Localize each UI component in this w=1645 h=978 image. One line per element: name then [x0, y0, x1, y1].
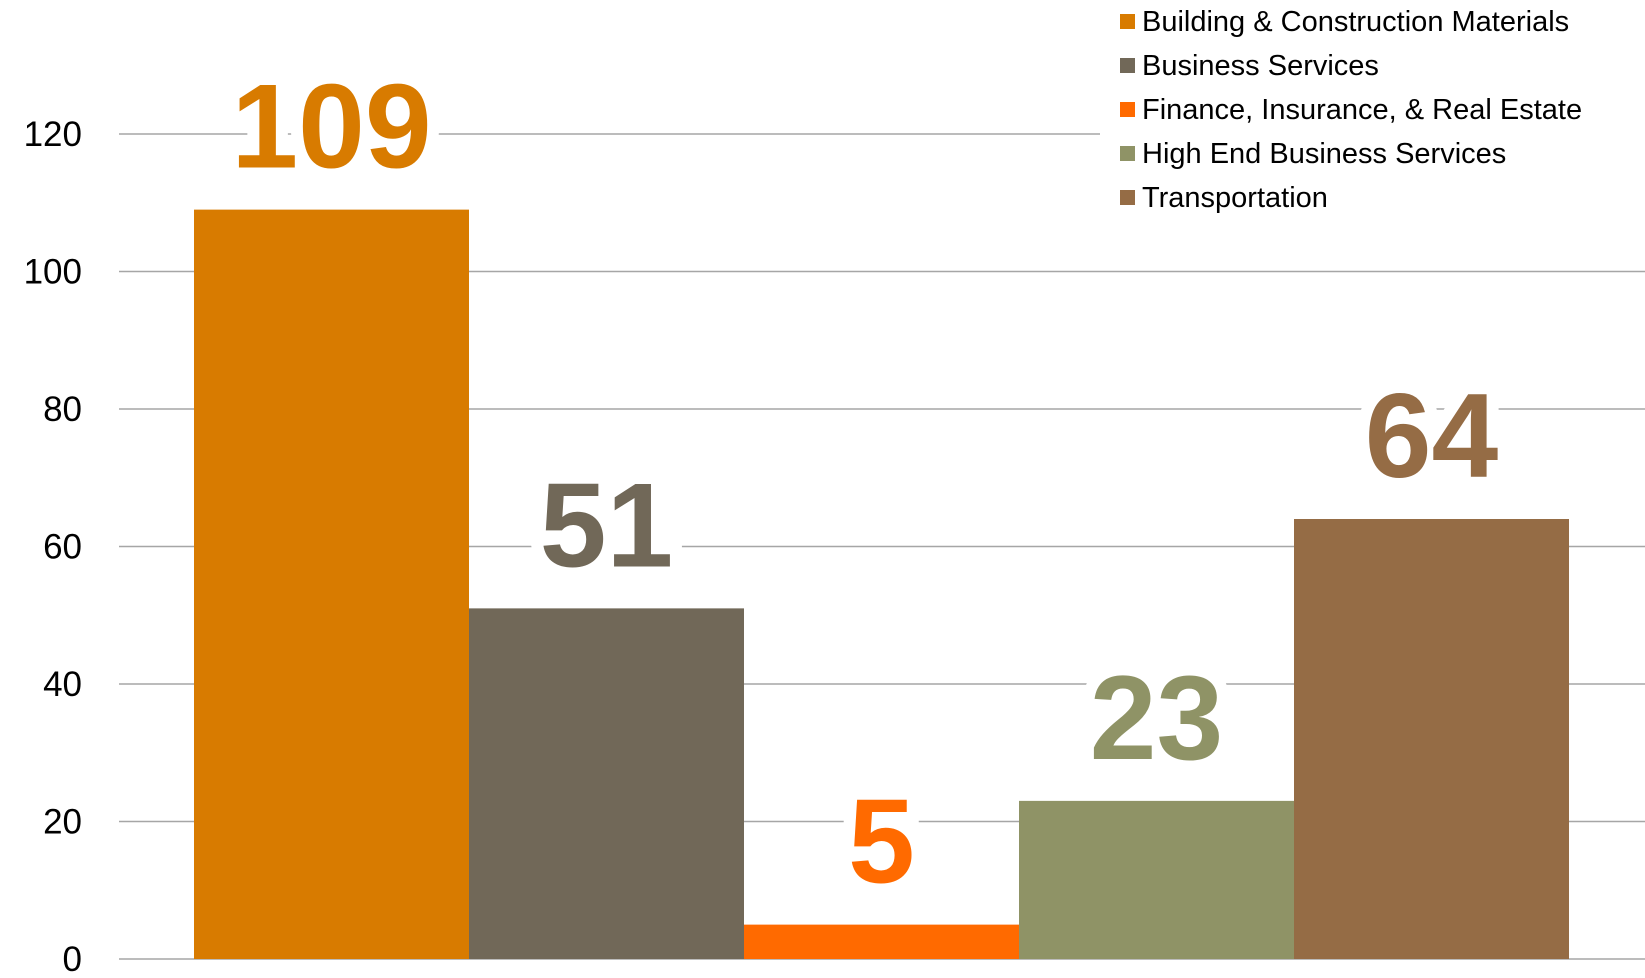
bar	[194, 209, 469, 959]
data-label: 23	[1090, 651, 1223, 785]
y-tick-label: 120	[24, 115, 82, 154]
legend-swatch	[1120, 14, 1135, 29]
bar	[1019, 800, 1294, 959]
legend-label: Building & Construction Materials	[1142, 6, 1569, 38]
y-tick-label: 100	[24, 253, 82, 292]
y-tick-label: 0	[63, 940, 82, 978]
legend-swatch	[1120, 102, 1135, 117]
legend-swatch	[1120, 58, 1135, 73]
y-tick-label: 80	[43, 390, 82, 429]
y-tick-label: 40	[43, 665, 82, 704]
bar	[744, 924, 1019, 959]
y-tick-label: 20	[43, 803, 82, 842]
data-label: 64	[1365, 369, 1499, 503]
legend-label: High End Business Services	[1142, 138, 1506, 170]
data-label: 51	[540, 458, 673, 592]
legend-swatch	[1120, 146, 1135, 161]
bar	[469, 608, 744, 959]
legend-label: Transportation	[1142, 182, 1328, 214]
data-label: 109	[231, 60, 431, 194]
legend-label: Finance, Insurance, & Real Estate	[1142, 94, 1582, 126]
legend-label: Business Services	[1142, 50, 1379, 82]
y-tick-label: 60	[43, 528, 82, 567]
legend-background	[1100, 0, 1645, 215]
legend: Building & Construction Materials Busines…	[1100, 0, 1645, 215]
data-label: 5	[848, 775, 915, 909]
bar	[1294, 519, 1569, 959]
legend-swatch	[1120, 190, 1135, 205]
